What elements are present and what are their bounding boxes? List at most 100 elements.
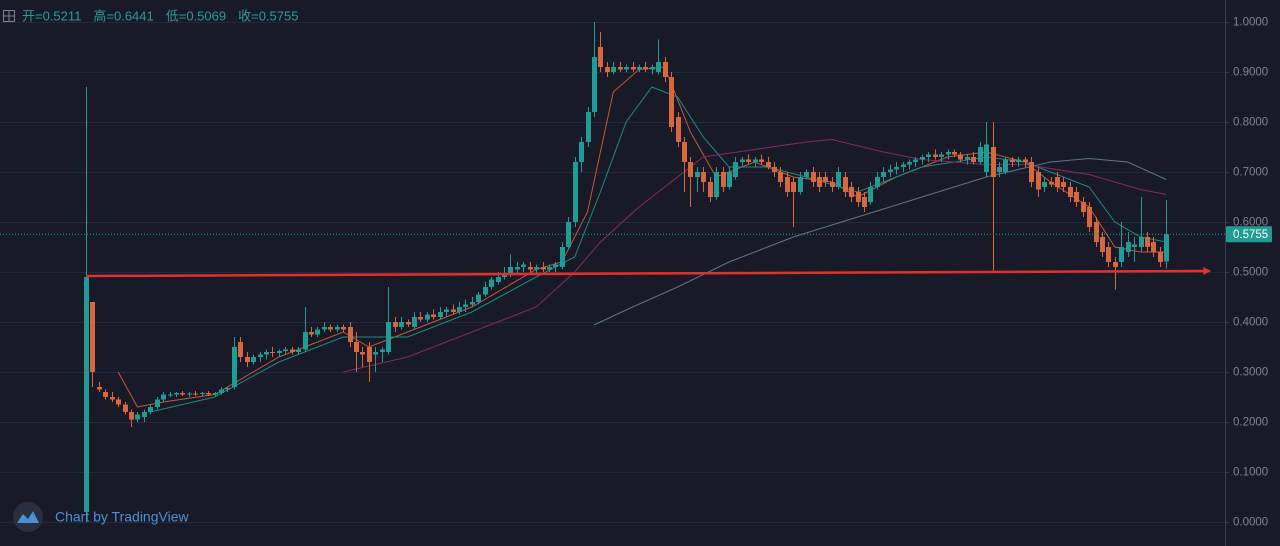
candle-body [997,167,1002,172]
moving-average-line [150,86,1167,413]
candle-body [264,352,269,355]
candle-body [611,67,616,72]
candle-body [907,162,912,165]
candle-body [1139,237,1144,247]
candle-body [508,267,513,275]
candle-body [457,307,462,312]
candle-body [476,294,481,302]
candle-body [142,412,147,417]
candle-body [412,317,417,327]
candle-body [521,264,526,267]
candle-body [843,177,848,192]
candle-body [1036,172,1041,190]
candle-body [116,399,121,405]
candle-body [451,309,456,312]
candle-body [791,182,796,192]
candle-body [695,172,700,177]
candle-body [868,187,873,202]
candle-body [290,349,295,352]
candle-body [836,172,841,187]
candle-body [341,327,346,330]
y-tick-label: 0.5000 [1233,267,1268,279]
candle-body [386,322,391,352]
y-tick-label: 0.7000 [1233,167,1268,179]
candle-body [766,162,771,167]
candle-body [534,267,539,270]
candle-body [772,167,777,172]
candle-body [528,267,533,270]
candle-body [759,159,764,162]
candle-body [187,393,192,395]
candle-body [470,302,475,305]
candle-body [553,264,558,267]
legend-item: 低=0.5069 [166,8,226,23]
candle-body [1113,262,1118,267]
candle-body [418,317,423,320]
candle-body [856,192,861,202]
candle-body [1016,159,1021,162]
candle-body [444,309,449,312]
candle-body [682,142,687,162]
candle-body [656,62,661,72]
candle-body [303,332,308,350]
candle-body [425,314,430,320]
y-tick-label: 0.0000 [1233,517,1268,529]
candle-body [804,172,809,177]
candle-body [348,327,353,342]
candle-body [1087,207,1092,227]
candle-body [1132,244,1137,247]
candle-body [939,154,944,157]
candle-body [463,304,468,307]
candle-body [592,57,597,112]
candle-body [875,177,880,187]
y-tick-label: 0.6000 [1233,217,1268,229]
candle-body [238,342,243,357]
candle-body [1106,247,1111,262]
candle-body [573,162,578,222]
candle-body [946,152,951,155]
candle-body [431,314,436,317]
candle-body [862,197,867,207]
candle-body [309,332,314,335]
candle-body [438,312,443,317]
candle-body [283,349,288,351]
candle-body [328,327,333,330]
candle-body [373,352,378,355]
candle-body [1100,237,1105,252]
candle-body [547,267,552,270]
y-tick-label: 0.2000 [1233,417,1268,429]
candle-body [161,394,166,400]
candle-body [206,393,211,395]
candle-body [1068,187,1073,197]
candle-body [97,387,102,390]
candle-body [830,182,835,187]
candle-body [733,162,738,177]
candle-body [219,389,224,393]
y-tick-label: 0.8000 [1233,117,1268,129]
candle-body [1023,159,1028,162]
candle-body [901,164,906,167]
candle-body [669,77,674,127]
candle-body [811,172,816,182]
candle-body [103,392,108,397]
y-tick-label: 1.0000 [1233,17,1268,29]
candle-body [650,67,655,70]
candle-body [1042,182,1047,187]
candle-body [965,157,970,160]
moving-average-line [343,138,1167,373]
candle-body [1145,237,1150,247]
candle-body [637,67,642,70]
candle-body [920,157,925,160]
candle-body [354,342,359,352]
trend-line [85,269,1206,278]
candle-body [399,322,404,327]
candle-body [933,154,938,157]
candle-body [123,404,128,412]
candle-body [631,67,636,70]
candle-body [322,327,327,330]
candle-body [258,354,263,357]
candle-body [367,347,372,362]
candle-body [823,177,828,182]
candle-body [168,394,173,396]
